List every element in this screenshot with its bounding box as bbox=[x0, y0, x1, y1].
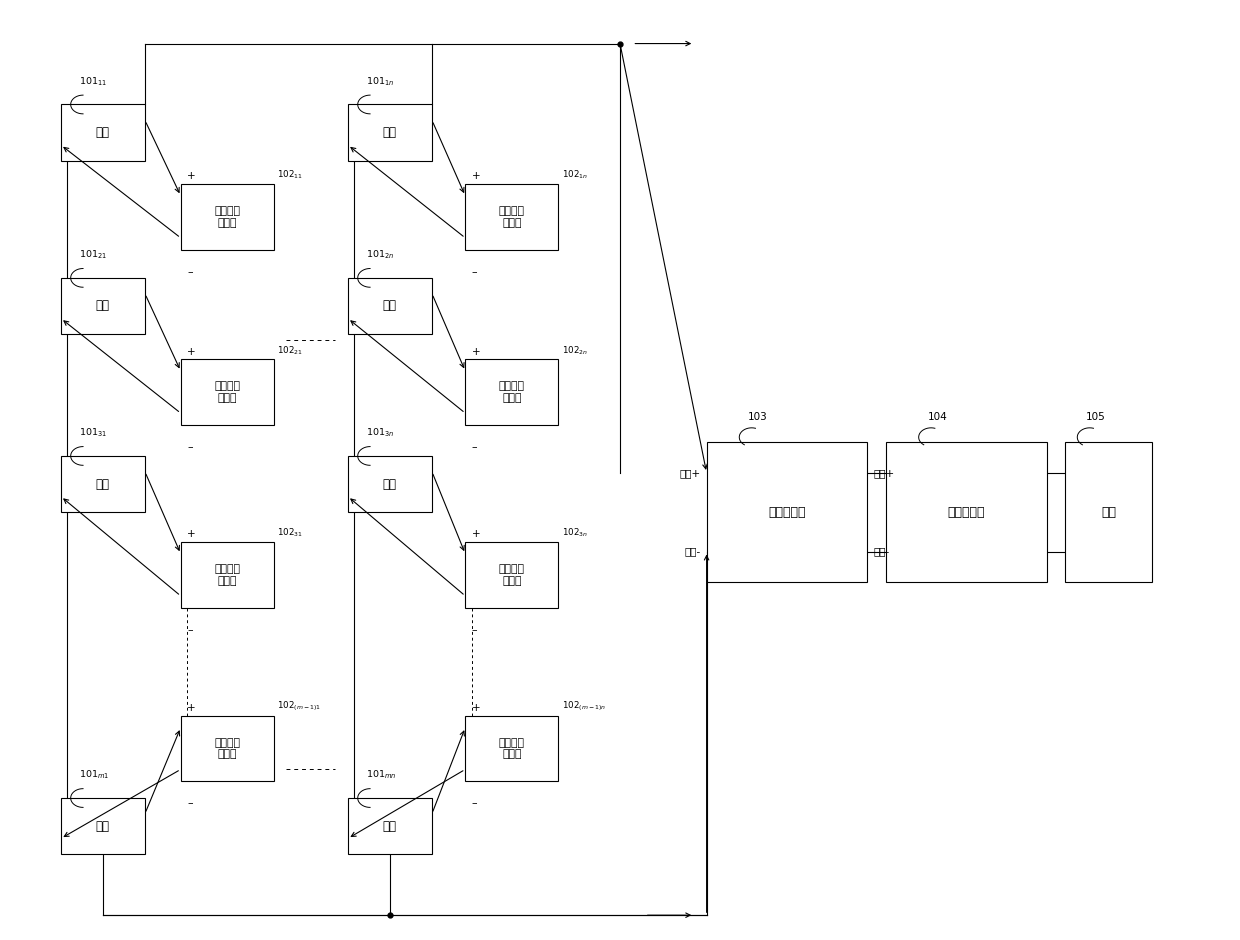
Bar bbox=[465, 184, 558, 250]
Text: 输入-: 输入- bbox=[684, 546, 701, 556]
Text: 104: 104 bbox=[928, 413, 947, 422]
Text: $101_{11}$: $101_{11}$ bbox=[79, 75, 108, 87]
Text: $102_{21}$: $102_{21}$ bbox=[278, 344, 304, 356]
Text: 电网: 电网 bbox=[1101, 506, 1116, 519]
Text: 组件: 组件 bbox=[383, 126, 397, 139]
Text: $102_{2n}$: $102_{2n}$ bbox=[562, 344, 588, 356]
Text: –: – bbox=[471, 267, 477, 276]
Text: 串联光伏
关断器: 串联光伏 关断器 bbox=[215, 564, 241, 586]
Text: 串联光伏
关断器: 串联光伏 关断器 bbox=[215, 382, 241, 403]
Text: 串联光伏
关断器: 串联光伏 关断器 bbox=[498, 738, 525, 760]
Bar bbox=[181, 184, 274, 250]
Bar bbox=[61, 456, 145, 512]
Bar bbox=[181, 542, 274, 608]
Text: –: – bbox=[187, 798, 192, 808]
Text: $101_{1n}$: $101_{1n}$ bbox=[366, 75, 394, 87]
Text: $101_{mn}$: $101_{mn}$ bbox=[366, 769, 397, 781]
Text: –: – bbox=[187, 442, 192, 452]
Text: 组件: 组件 bbox=[383, 820, 397, 833]
Text: $101_{2n}$: $101_{2n}$ bbox=[366, 248, 394, 261]
Text: $101_{m1}$: $101_{m1}$ bbox=[79, 769, 109, 781]
Text: 组件: 组件 bbox=[383, 478, 397, 491]
Text: 输入+: 输入+ bbox=[680, 468, 701, 478]
Text: $101_{31}$: $101_{31}$ bbox=[79, 427, 108, 439]
Bar bbox=[347, 104, 432, 161]
Text: 串联光伏
关断器: 串联光伏 关断器 bbox=[498, 206, 525, 227]
Text: 105: 105 bbox=[1086, 413, 1106, 422]
Text: 串联光伏
关断器: 串联光伏 关断器 bbox=[498, 382, 525, 403]
Bar bbox=[61, 104, 145, 161]
Bar bbox=[465, 542, 558, 608]
Text: 串联光伏
关断器: 串联光伏 关断器 bbox=[215, 206, 241, 227]
Text: 组件: 组件 bbox=[95, 478, 110, 491]
Text: $102_{1n}$: $102_{1n}$ bbox=[562, 169, 588, 181]
Text: 串联光伏
关断器: 串联光伏 关断器 bbox=[215, 738, 241, 760]
Text: –: – bbox=[471, 798, 477, 808]
Text: +: + bbox=[471, 171, 480, 181]
Text: 关断控制器: 关断控制器 bbox=[769, 506, 806, 519]
Text: –: – bbox=[187, 267, 192, 276]
Text: 光伏逆变器: 光伏逆变器 bbox=[947, 506, 985, 519]
Bar bbox=[707, 442, 868, 583]
Bar bbox=[61, 278, 145, 334]
Text: +: + bbox=[187, 529, 196, 540]
Bar bbox=[1065, 442, 1152, 583]
Text: 组件: 组件 bbox=[95, 820, 110, 833]
Text: $102_{11}$: $102_{11}$ bbox=[278, 169, 304, 181]
Text: 输出-: 输出- bbox=[874, 546, 890, 556]
Text: $102_{3n}$: $102_{3n}$ bbox=[562, 526, 588, 540]
Text: –: – bbox=[187, 625, 192, 634]
Text: –: – bbox=[471, 442, 477, 452]
Text: +: + bbox=[471, 529, 480, 540]
Text: +: + bbox=[187, 347, 196, 356]
Bar bbox=[347, 278, 432, 334]
Bar bbox=[465, 359, 558, 425]
Text: $101_{21}$: $101_{21}$ bbox=[79, 248, 108, 261]
Bar bbox=[347, 456, 432, 512]
Bar bbox=[181, 715, 274, 781]
Text: 组件: 组件 bbox=[383, 300, 397, 312]
Text: 输出+: 输出+ bbox=[874, 468, 895, 478]
Text: $101_{3n}$: $101_{3n}$ bbox=[366, 427, 394, 439]
Bar bbox=[181, 359, 274, 425]
Text: +: + bbox=[471, 703, 480, 713]
Bar bbox=[347, 798, 432, 854]
Text: 组件: 组件 bbox=[95, 126, 110, 139]
Text: $102_{31}$: $102_{31}$ bbox=[278, 526, 304, 540]
Text: $102_{(m-1)1}$: $102_{(m-1)1}$ bbox=[278, 699, 321, 713]
Text: +: + bbox=[471, 347, 480, 356]
Text: 串联光伏
关断器: 串联光伏 关断器 bbox=[498, 564, 525, 586]
Text: $102_{(m-1)n}$: $102_{(m-1)n}$ bbox=[562, 699, 606, 713]
Text: 组件: 组件 bbox=[95, 300, 110, 312]
Text: +: + bbox=[187, 171, 196, 181]
Text: 103: 103 bbox=[748, 413, 768, 422]
Bar bbox=[61, 798, 145, 854]
Bar bbox=[887, 442, 1047, 583]
Text: –: – bbox=[471, 625, 477, 634]
Text: +: + bbox=[187, 703, 196, 713]
Bar bbox=[465, 715, 558, 781]
